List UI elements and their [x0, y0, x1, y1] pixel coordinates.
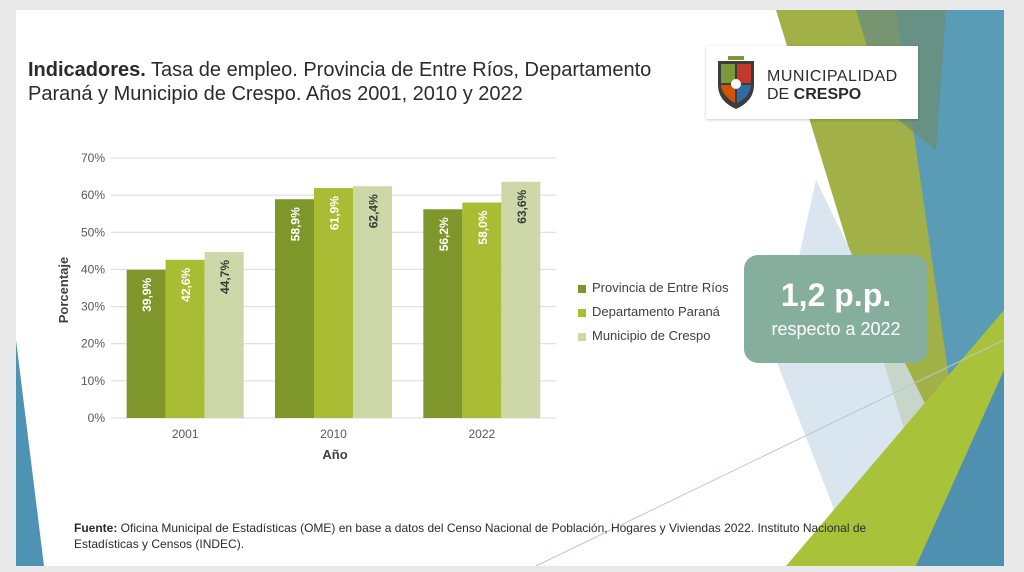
y-tick-label: 70%	[81, 151, 105, 165]
bar	[314, 188, 353, 418]
chart-y-ticks: 0% 10% 20% 30% 40% 50% 60% 70%	[81, 151, 105, 425]
y-tick-label: 30%	[81, 300, 105, 314]
source-note: Fuente: Oficina Municipal de Estadística…	[74, 520, 894, 552]
municipality-logo: MUNICIPALIDAD DE CRESPO	[706, 46, 918, 119]
legend-item-crespo: Municipio de Crespo	[578, 328, 711, 343]
title-bold: Indicadores.	[28, 59, 146, 81]
legend-label: Municipio de Crespo	[592, 328, 711, 343]
legend-item-entre-rios: Provincia de Entre Ríos	[578, 280, 729, 295]
callout-value: 1,2 p.p.	[780, 277, 892, 313]
logo-line2-prefix: DE	[767, 86, 794, 103]
crest-icon	[718, 56, 754, 109]
y-tick-label: 50%	[81, 225, 105, 239]
y-tick-label: 10%	[81, 374, 105, 388]
callout-caption: respecto a 2022	[771, 319, 901, 339]
slide: Indicadores. Tasa de empleo. Provincia d…	[16, 10, 1004, 566]
x-axis-label: Año	[322, 447, 347, 462]
bar-data-label: 58,9%	[289, 207, 303, 241]
source-text: Oficina Municipal de Estadísticas (OME) …	[74, 521, 867, 551]
bar-data-label: 62,4%	[367, 194, 381, 228]
y-tick-label: 20%	[81, 337, 105, 351]
bar-data-label: 42,6%	[179, 267, 193, 301]
source-label: Fuente:	[74, 521, 118, 535]
y-tick-label: 40%	[81, 262, 105, 276]
bar	[423, 209, 463, 418]
slide-title: Indicadores. Tasa de empleo. Provincia d…	[28, 58, 718, 106]
logo-line2-bold: CRESPO	[793, 86, 862, 103]
chart-x-ticks: 2001 2010 2022	[172, 427, 496, 441]
bar	[353, 186, 392, 418]
callout-box: 1,2 p.p. respecto a 2022	[744, 255, 928, 363]
legend-label: Provincia de Entre Ríos	[592, 280, 729, 295]
y-tick-label: 60%	[81, 188, 105, 202]
legend-item-parana: Departamento Paraná	[578, 304, 720, 319]
bar	[501, 181, 541, 418]
legend-label: Departamento Paraná	[592, 304, 720, 319]
bar-data-label: 39,9%	[140, 277, 154, 311]
bar	[275, 199, 314, 418]
logo-line2: DE CRESPO	[767, 86, 861, 104]
chart-bars: 39,9% 42,6% 44,7% 58,9% 61,9% 62,4% 56,2% 58,0%…	[126, 181, 541, 418]
bar-chart: 0% 10% 20% 30% 40% 50% 60% 70% 39,9% 42,6% 44,7% 5…	[56, 151, 556, 462]
deco-thin-line	[535, 339, 1004, 566]
bar-data-label: 61,9%	[328, 196, 342, 230]
bar-data-label: 58,0%	[476, 210, 490, 244]
bar	[462, 202, 502, 418]
deco-blue-triangle	[916, 370, 1004, 566]
bar-data-label: 63,6%	[515, 189, 529, 223]
y-axis-label: Porcentaje	[56, 257, 71, 323]
y-tick-label: 0%	[88, 411, 106, 425]
deco-left-triangle	[16, 340, 44, 566]
bar-data-label: 44,7%	[218, 260, 232, 294]
x-tick-label: 2001	[172, 427, 199, 441]
legend-swatch	[578, 284, 586, 293]
title-text: Tasa de empleo. Provincia de Entre Ríos,…	[28, 59, 652, 105]
bar-data-label: 56,2%	[437, 217, 451, 251]
legend-swatch	[578, 332, 586, 341]
bar	[126, 269, 166, 418]
legend-swatch	[578, 308, 586, 317]
x-tick-label: 2022	[468, 427, 495, 441]
bar	[165, 259, 205, 418]
x-tick-label: 2010	[320, 427, 347, 441]
bar	[204, 251, 244, 418]
logo-line1: MUNICIPALIDAD	[767, 68, 898, 85]
